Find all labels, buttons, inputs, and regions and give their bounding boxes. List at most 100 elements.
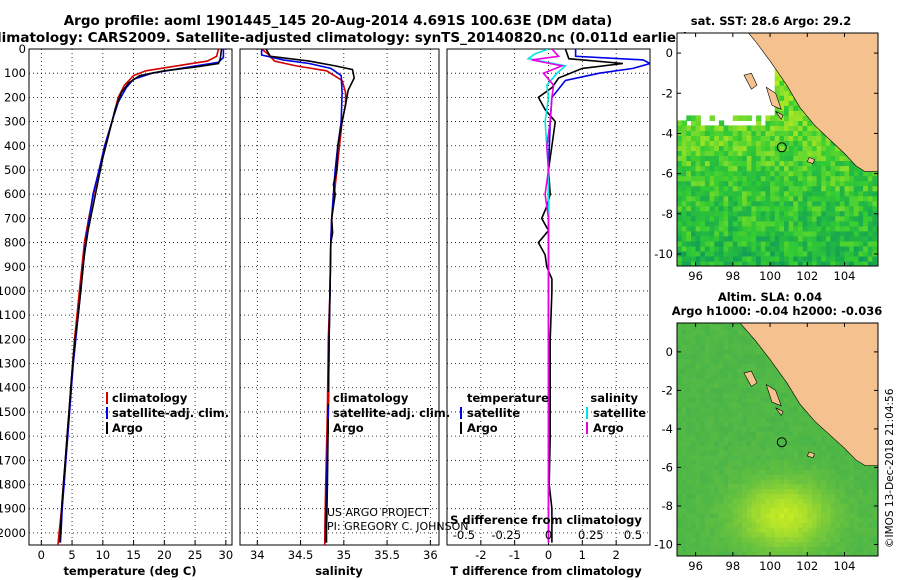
map-cell <box>756 392 762 398</box>
map-cell <box>867 230 874 237</box>
map-cell <box>802 195 808 202</box>
map-cell <box>807 440 813 446</box>
map-cell <box>737 522 743 528</box>
map-cell <box>746 527 753 533</box>
map-cell <box>728 421 734 427</box>
map-cell <box>742 411 748 417</box>
map-cell <box>863 190 869 197</box>
map-cell <box>742 536 748 543</box>
map-cell <box>793 230 799 237</box>
map-cell <box>732 195 739 202</box>
map-cell <box>849 261 855 266</box>
map-cell <box>686 245 692 252</box>
map-cell <box>779 546 785 552</box>
map-cell <box>825 493 832 499</box>
map-cell <box>728 469 734 475</box>
map-cell <box>788 411 794 417</box>
map-cell <box>686 145 692 152</box>
map-cell <box>691 329 697 336</box>
map-cell <box>742 421 748 427</box>
map-cell <box>835 240 841 247</box>
map-cell <box>700 324 706 331</box>
map-cell <box>816 488 822 494</box>
map-cell <box>718 235 725 242</box>
map-cell <box>718 170 725 177</box>
map-cell <box>742 195 748 202</box>
map-cell <box>677 498 683 504</box>
map-cell <box>751 392 757 398</box>
map-cell <box>746 474 753 480</box>
map-cell <box>863 474 869 480</box>
map-cell <box>700 479 706 485</box>
map-cell <box>723 488 729 494</box>
map-cell <box>853 250 860 257</box>
map-cell <box>737 135 743 141</box>
map-cell <box>853 517 860 523</box>
map-cell <box>751 507 757 514</box>
map-cell <box>830 498 836 504</box>
map-cell <box>779 80 785 86</box>
map-cell <box>723 250 729 257</box>
map-cell <box>821 498 827 504</box>
map-cell <box>681 450 687 456</box>
map-cell <box>728 200 734 207</box>
map-cell <box>677 215 683 222</box>
map-cell <box>844 261 850 266</box>
map-cell <box>784 100 790 106</box>
map-cell <box>835 245 841 252</box>
x-tick-label: -1 <box>509 548 520 562</box>
map-cell <box>788 240 794 247</box>
map-cell <box>858 527 864 533</box>
map-cell <box>709 190 715 197</box>
map-cell <box>849 541 855 547</box>
map-cell <box>765 474 771 480</box>
map-cell <box>853 479 860 485</box>
map-cell <box>691 454 697 461</box>
map-cell <box>742 261 748 266</box>
map-cell <box>839 185 846 192</box>
map-cell <box>802 130 808 136</box>
map-cell <box>779 531 785 538</box>
map-cell <box>811 230 818 237</box>
map-cell <box>681 517 687 523</box>
map-cell <box>756 464 762 470</box>
map-cell <box>774 474 780 480</box>
map-cell <box>798 250 804 257</box>
map-cell <box>853 220 860 227</box>
map-cell <box>802 165 808 172</box>
map-cell <box>718 512 725 519</box>
map-cell <box>756 115 762 121</box>
map-cell <box>821 527 827 533</box>
map-cell <box>732 363 739 369</box>
map-cell <box>858 200 864 207</box>
map-cell <box>835 450 841 456</box>
map-cell <box>700 210 706 217</box>
map-cell <box>677 150 683 157</box>
map-cell <box>811 522 818 528</box>
map-cell <box>691 450 697 456</box>
map-cell <box>779 195 785 202</box>
map-cell <box>751 440 757 446</box>
map-cell <box>691 115 697 121</box>
map-cell <box>718 373 725 379</box>
map-cell <box>816 160 822 167</box>
map-cell <box>779 256 785 262</box>
map-cell <box>867 205 874 212</box>
map-cell <box>756 155 762 162</box>
map-cell <box>807 426 813 432</box>
map-cell <box>788 493 794 499</box>
map-cell <box>793 435 799 441</box>
map-cell <box>839 498 846 504</box>
map-cell <box>770 479 776 485</box>
map-cell <box>867 522 874 528</box>
map-cell <box>867 215 874 222</box>
map-cell <box>821 531 827 538</box>
map-cell <box>779 440 785 446</box>
map-cell <box>793 261 799 266</box>
map-field <box>677 323 878 556</box>
map-cell <box>765 240 771 247</box>
map-cell <box>695 406 701 413</box>
map-cell <box>867 488 874 494</box>
map-cell <box>742 426 748 432</box>
